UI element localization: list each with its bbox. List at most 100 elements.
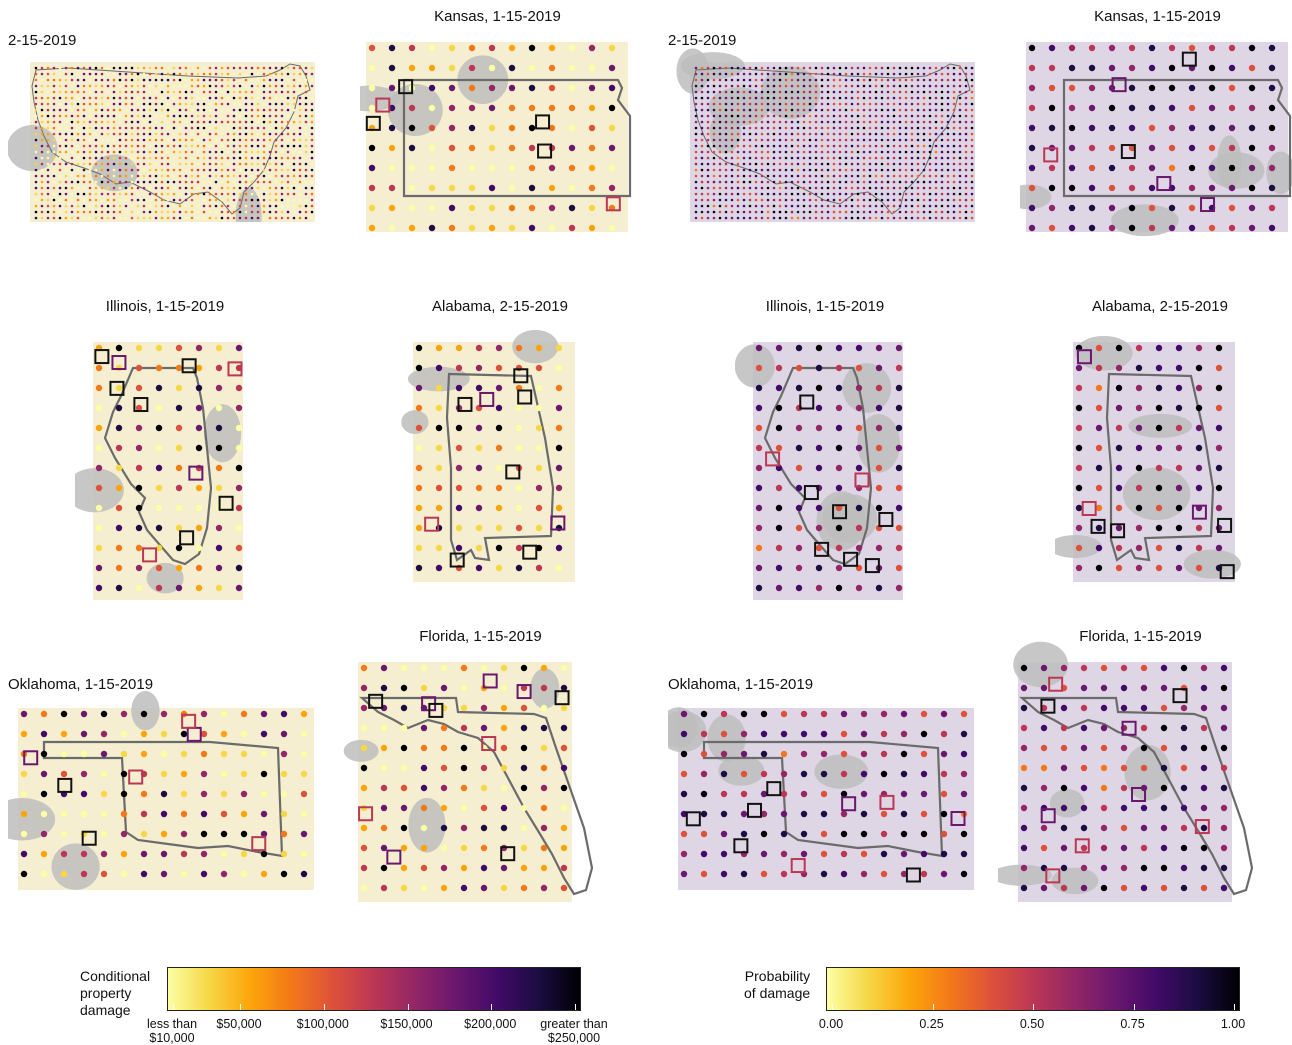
grid-point: [292, 150, 296, 154]
grid-point: [135, 384, 143, 392]
grid-point: [112, 96, 116, 100]
grid-point: [124, 156, 128, 160]
grid-point: [886, 120, 890, 124]
grid-point: [736, 66, 740, 70]
grid-point: [58, 174, 62, 178]
grid-point: [970, 96, 974, 100]
grid-point: [244, 144, 248, 148]
grid-point: [1268, 64, 1276, 72]
grid-point: [136, 78, 140, 82]
grid-point: [694, 78, 698, 82]
grid-point: [844, 84, 848, 88]
grid-point: [900, 710, 908, 718]
grid-point: [34, 174, 38, 178]
grid-point: [1080, 804, 1088, 812]
grid-point: [268, 192, 272, 196]
grid-point: [440, 884, 448, 892]
grid-point: [1268, 164, 1276, 172]
grid-point: [820, 168, 824, 172]
no-data-region: [1124, 744, 1171, 801]
grid-point: [46, 210, 50, 214]
grid-point: [1120, 744, 1128, 752]
grid-point: [922, 210, 926, 214]
grid-point: [700, 114, 704, 118]
damage-marker: [1219, 564, 1235, 580]
grid-point: [172, 102, 176, 106]
grid-point: [898, 126, 902, 130]
grid-point: [226, 192, 230, 196]
grid-point: [706, 174, 710, 178]
damage-marker: [386, 849, 402, 865]
grid-point: [730, 198, 734, 202]
grid-point: [95, 564, 103, 572]
grid-point: [608, 104, 616, 112]
grid-point: [100, 150, 104, 154]
grid-point: [118, 162, 122, 166]
grid-point: [1075, 524, 1083, 532]
grid-point: [886, 126, 890, 130]
grid-point: [862, 96, 866, 100]
grid-point: [1120, 884, 1128, 892]
grid-point: [910, 78, 914, 82]
grid-point: [772, 84, 776, 88]
grid-point: [844, 150, 848, 154]
grid-point: [958, 120, 962, 124]
grid-point: [1048, 64, 1056, 72]
grid-point: [1115, 484, 1123, 492]
grid-point: [82, 72, 86, 76]
grid-point: [495, 464, 503, 472]
grid-point: [292, 180, 296, 184]
grid-point: [856, 84, 860, 88]
grid-point: [790, 150, 794, 154]
grid-point: [268, 198, 272, 202]
grid-point: [730, 114, 734, 118]
grid-point: [178, 180, 182, 184]
grid-point: [970, 186, 974, 190]
grid-point: [88, 96, 92, 100]
grid-point: [304, 216, 308, 220]
grid-point: [856, 120, 860, 124]
grid-point: [1120, 804, 1128, 812]
grid-point: [560, 864, 568, 872]
grid-point: [795, 484, 803, 492]
grid-point: [1160, 864, 1168, 872]
grid-point: [480, 804, 488, 812]
grid-point: [260, 850, 268, 858]
grid-point: [80, 870, 88, 878]
grid-point: [608, 64, 616, 72]
grid-point: [88, 180, 92, 184]
grid-point: [796, 156, 800, 160]
grid-point: [856, 138, 860, 142]
grid-point: [214, 126, 218, 130]
grid-point: [304, 114, 308, 118]
grid-point: [190, 102, 194, 106]
grid-point: [958, 156, 962, 160]
grid-point: [844, 174, 848, 178]
grid-point: [1215, 444, 1223, 452]
grid-point: [52, 198, 56, 202]
grid-point: [958, 210, 962, 214]
grid-point: [196, 156, 200, 160]
grid-point: [730, 108, 734, 112]
grid-point: [1060, 664, 1068, 672]
grid-point: [826, 90, 830, 94]
grid-point: [520, 764, 528, 772]
grid-point: [832, 78, 836, 82]
grid-point: [220, 150, 224, 154]
grid-point: [694, 150, 698, 154]
grid-point: [736, 78, 740, 82]
grid-point: [766, 216, 770, 220]
grid-point: [244, 162, 248, 166]
damage-marker: [482, 673, 498, 689]
grid-point: [106, 150, 110, 154]
grid-point: [262, 66, 266, 70]
grid-point: [256, 102, 260, 106]
grid-point: [904, 90, 908, 94]
grid-point: [52, 132, 56, 136]
grid-point: [904, 96, 908, 100]
grid-point: [718, 180, 722, 184]
grid-point: [202, 102, 206, 106]
grid-point: [292, 162, 296, 166]
grid-point: [814, 150, 818, 154]
grid-point: [262, 210, 266, 214]
